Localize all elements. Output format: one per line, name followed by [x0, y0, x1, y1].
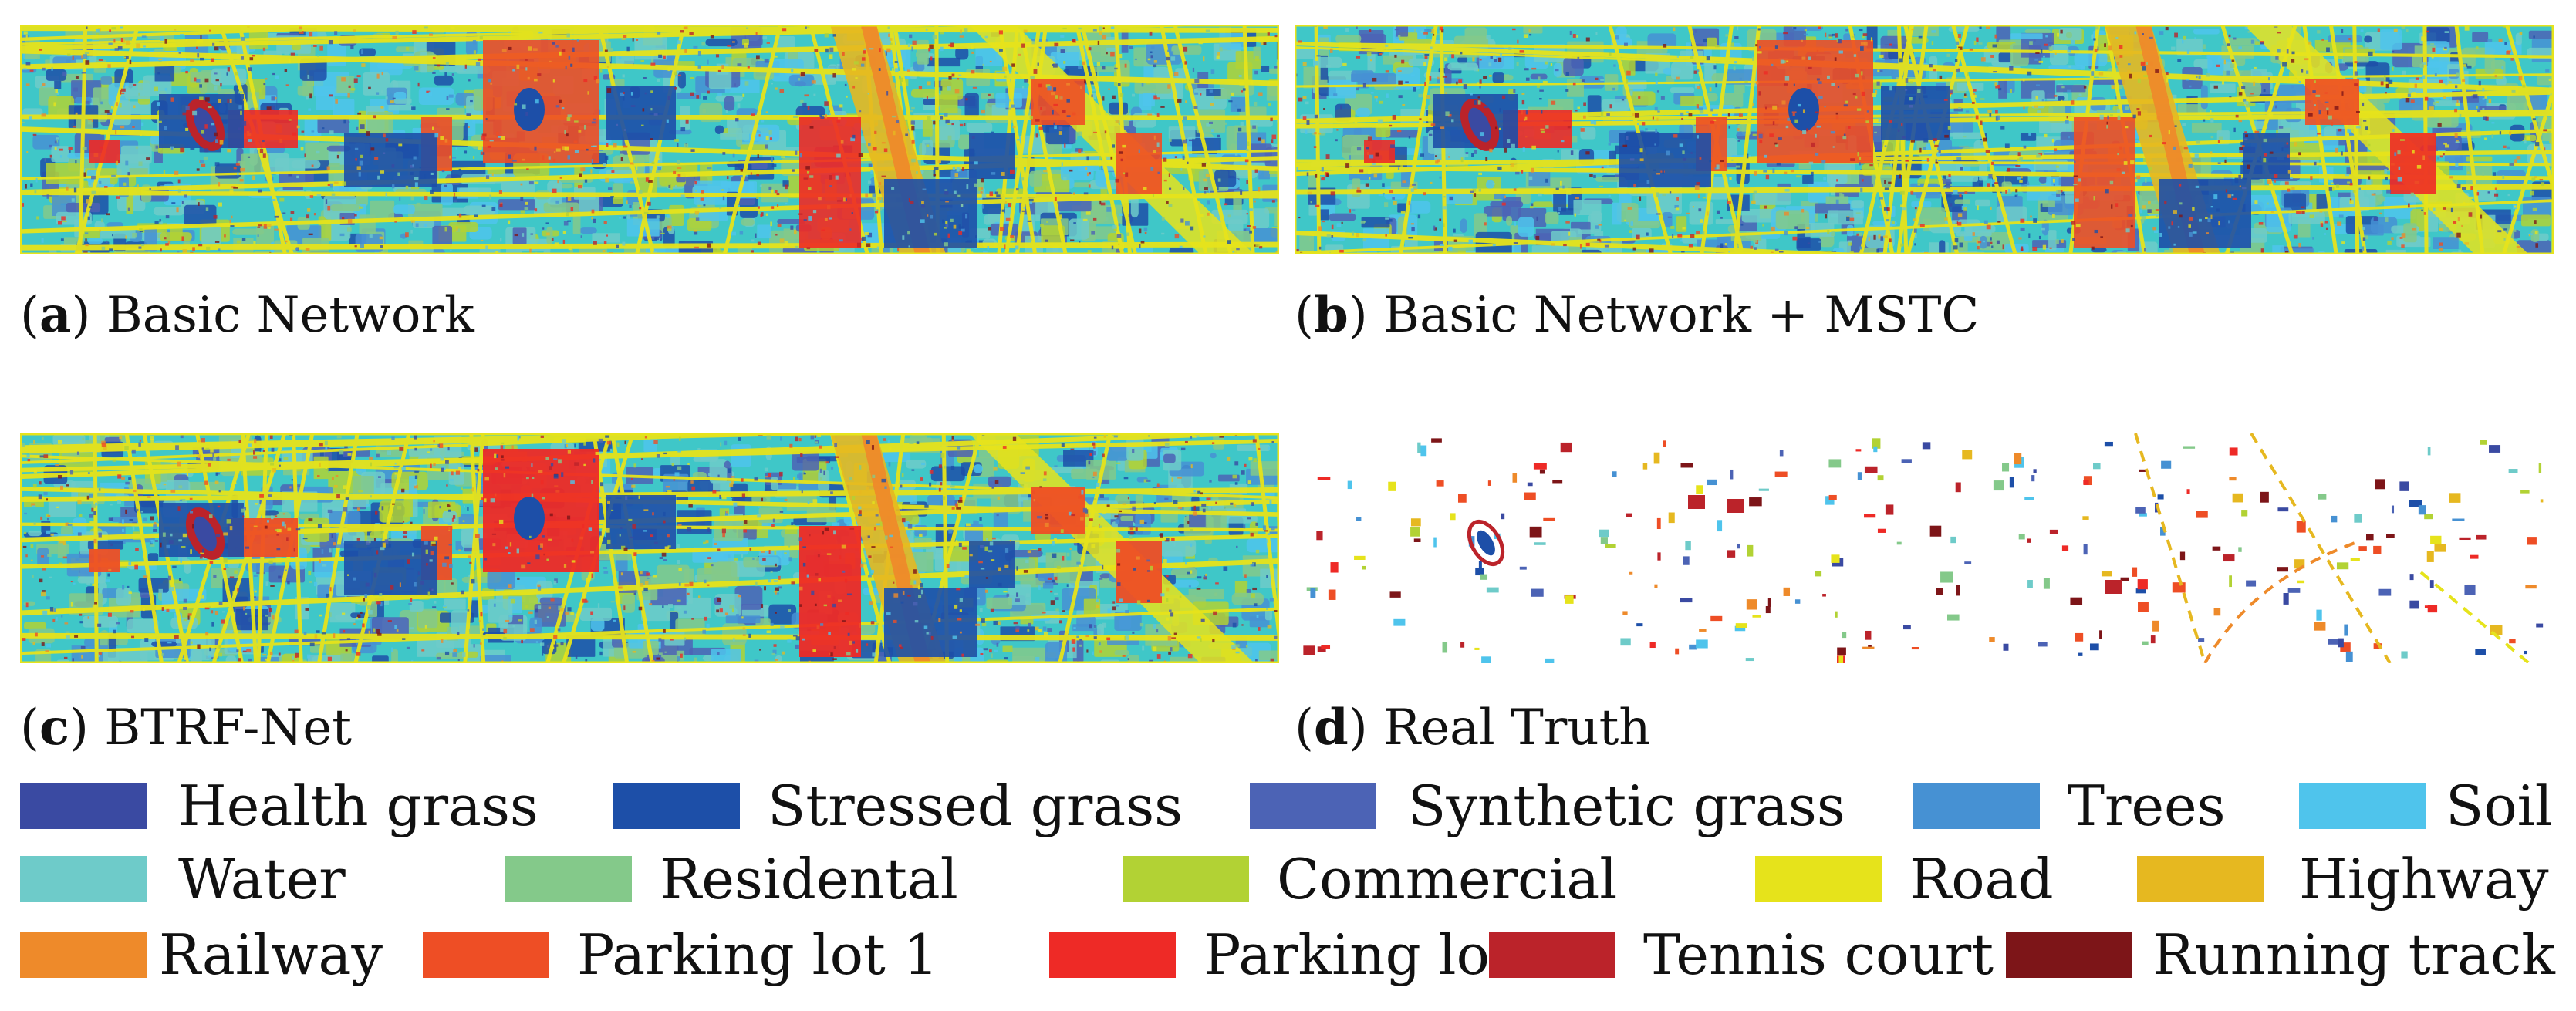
panel-c-title: BTRF-Net [104, 699, 352, 757]
legend-label: Trees [2068, 773, 2226, 838]
legend-label: Highway [2299, 847, 2549, 912]
legend-swatch [1489, 932, 1615, 978]
panel-b-title: Basic Network + MSTC [1383, 287, 1980, 344]
panel-d-caption: (d) Real Truth [1295, 699, 1651, 757]
classification-map-basic-network-mstc [1295, 25, 2554, 254]
legend-label: Soil [2446, 773, 2553, 838]
panel-c-letter: c [39, 699, 69, 757]
legend-label: Residental [660, 847, 958, 912]
legend-label: Commercial [1277, 847, 1618, 912]
legend-swatch [20, 783, 147, 829]
legend-swatch [1250, 783, 1376, 829]
legend-swatch [20, 932, 147, 978]
legend-label: Health grass [178, 773, 538, 838]
legend-swatch [1049, 932, 1176, 978]
panel-b-letter: b [1313, 286, 1349, 344]
map-image [20, 25, 1279, 254]
classification-map-btrf-net [20, 433, 1279, 663]
legend-label: Tennis court [1643, 922, 1994, 987]
map-image [1295, 433, 2554, 663]
legend-swatch [20, 856, 147, 902]
legend-swatch [1755, 856, 1882, 902]
legend-swatch [2006, 932, 2132, 978]
ground-truth-map [1295, 433, 2554, 663]
legend-label: Railway [159, 922, 383, 987]
legend-swatch [2299, 783, 2426, 829]
panel-a-caption: (a) Basic Network [20, 286, 474, 344]
legend-swatch [505, 856, 632, 902]
panel-c-caption: (c) BTRF-Net [20, 699, 352, 757]
legend-label: Stressed grass [768, 773, 1183, 838]
panel-a-letter: a [39, 286, 72, 344]
panel-a-title: Basic Network [106, 287, 474, 344]
legend-label: Parking lot 1 [577, 922, 939, 987]
panel-b-caption: (b) Basic Network + MSTC [1295, 286, 1980, 344]
legend-label: Road [1909, 847, 2054, 912]
legend-label: Water [178, 847, 346, 912]
panel-d-letter: d [1313, 699, 1349, 757]
legend-label: Synthetic grass [1408, 773, 1845, 838]
legend-swatch [2137, 856, 2264, 902]
map-image [1295, 25, 2554, 254]
legend-swatch [1913, 783, 2040, 829]
legend-swatch [1123, 856, 1249, 902]
legend-swatch [423, 932, 549, 978]
legend-label: Running track [2152, 922, 2555, 987]
classification-map-basic-network [20, 25, 1279, 254]
map-image [20, 433, 1279, 663]
legend-swatch [613, 783, 740, 829]
panel-d-title: Real Truth [1383, 699, 1651, 757]
